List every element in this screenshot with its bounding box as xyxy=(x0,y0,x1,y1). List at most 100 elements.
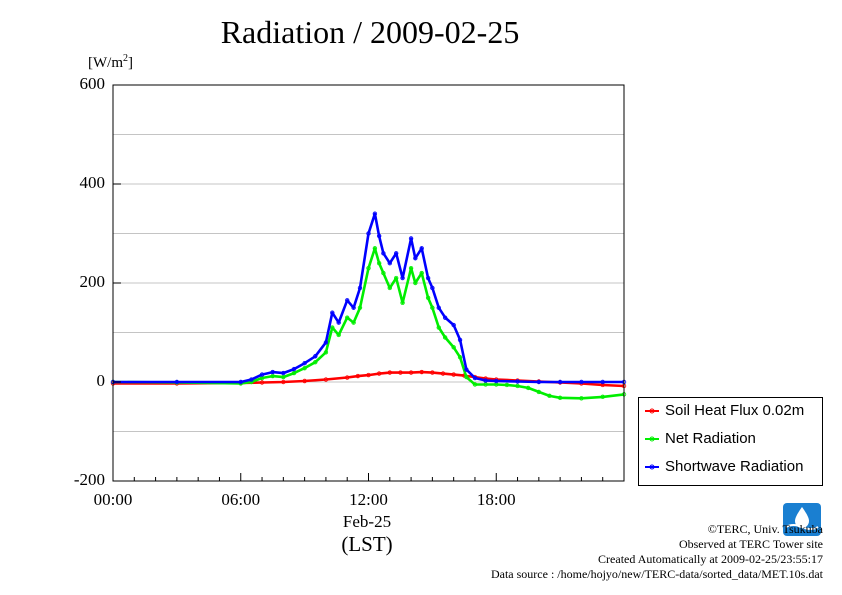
series-point-shortwave-radiation xyxy=(270,369,275,375)
series-point-shortwave-radiation xyxy=(483,378,488,383)
chart-title: Radiation / 2009-02-25 xyxy=(220,14,520,50)
x-tick-label: 12:00 xyxy=(349,490,388,509)
series-point-shortwave-radiation xyxy=(472,375,478,381)
series-point-shortwave-radiation xyxy=(302,360,307,366)
legend-label-shortwave-radiation: Shortwave Radiation xyxy=(665,458,804,475)
series-point-shortwave-radiation xyxy=(400,275,405,281)
series-point-net-radiation xyxy=(557,395,563,401)
series-point-shortwave-radiation xyxy=(494,378,499,384)
series-point-net-radiation xyxy=(442,335,448,340)
series-point-soil-heat-flux-0-02m xyxy=(387,370,392,375)
series-point-shortwave-radiation xyxy=(366,231,371,236)
series-point-net-radiation xyxy=(504,382,510,388)
series-point-net-radiation xyxy=(536,389,542,395)
x-timezone-label: (LST) xyxy=(341,532,393,556)
series-point-shortwave-radiation xyxy=(249,377,254,382)
legend-swatch-blue xyxy=(645,464,659,470)
series-point-shortwave-radiation xyxy=(330,310,335,315)
y-tick-label: 0 xyxy=(96,371,106,390)
series-point-shortwave-radiation xyxy=(425,275,431,281)
series-point-shortwave-radiation xyxy=(387,261,392,266)
series-point-net-radiation xyxy=(436,325,441,330)
series-point-net-radiation xyxy=(323,350,329,355)
series-point-soil-heat-flux-0-02m xyxy=(345,375,350,380)
series-point-net-radiation xyxy=(393,275,399,281)
series-point-net-radiation xyxy=(408,265,414,271)
y-tick-label: -200 xyxy=(73,470,105,489)
x-date-label: Feb-25 xyxy=(342,512,392,531)
legend-swatch-green xyxy=(645,436,659,442)
series-point-shortwave-radiation xyxy=(393,251,399,256)
series-point-net-radiation xyxy=(372,246,378,251)
legend-item-net-radiation: Net Radiation xyxy=(645,430,756,447)
series-point-shortwave-radiation xyxy=(430,285,435,291)
series-point-soil-heat-flux-0-02m xyxy=(302,378,307,384)
x-tick-label: 18:00 xyxy=(476,490,516,509)
series-point-soil-heat-flux-0-02m xyxy=(451,372,456,377)
series-point-shortwave-radiation xyxy=(238,379,243,385)
y-unit-superscript: 2 xyxy=(123,53,128,64)
series-point-net-radiation xyxy=(515,383,520,389)
series-point-shortwave-radiation xyxy=(557,379,563,385)
series-point-shortwave-radiation xyxy=(313,354,318,359)
y-axis-unit: [W/m2] xyxy=(88,53,133,72)
y-tick-label: 400 xyxy=(79,173,106,192)
series-point-shortwave-radiation xyxy=(345,298,350,303)
series-point-soil-heat-flux-0-02m xyxy=(440,371,446,376)
series-point-shortwave-radiation xyxy=(457,337,463,343)
series-point-net-radiation xyxy=(472,382,478,387)
series-point-net-radiation xyxy=(413,280,418,286)
series-point-soil-heat-flux-0-02m xyxy=(376,371,382,376)
series-point-shortwave-radiation xyxy=(323,340,329,345)
series-point-shortwave-radiation xyxy=(579,379,584,385)
y-unit-close: ] xyxy=(128,55,133,71)
series-point-shortwave-radiation xyxy=(451,322,456,328)
terc-logo-icon xyxy=(783,503,821,536)
credits-block: ©TERC, Univ. Tsukuba Observed at TERC To… xyxy=(491,522,823,582)
series-point-shortwave-radiation xyxy=(464,367,469,372)
series-point-net-radiation xyxy=(419,270,424,276)
x-tick-label: 00:00 xyxy=(93,490,133,509)
series-point-shortwave-radiation xyxy=(376,233,382,239)
series-point-net-radiation xyxy=(381,270,386,276)
series-point-net-radiation xyxy=(302,365,307,371)
series-point-net-radiation xyxy=(376,261,382,266)
series-point-shortwave-radiation xyxy=(536,379,542,385)
series-point-net-radiation xyxy=(330,325,335,330)
series-point-shortwave-radiation xyxy=(174,379,180,385)
credit-created: Created Automatically at 2009-02-25/23:5… xyxy=(598,552,823,566)
series-point-soil-heat-flux-0-02m xyxy=(366,372,371,378)
series-line-shortwave-radiation xyxy=(113,212,624,384)
series-point-soil-heat-flux-0-02m xyxy=(430,370,435,375)
series-point-shortwave-radiation xyxy=(281,370,286,376)
series-point-net-radiation xyxy=(525,385,531,391)
tick-marks xyxy=(112,84,625,482)
series-point-shortwave-radiation xyxy=(408,236,414,241)
x-tick-label: 06:00 xyxy=(221,490,261,509)
series-point-net-radiation xyxy=(430,305,435,310)
series-point-net-radiation xyxy=(600,394,605,400)
series-point-net-radiation xyxy=(425,295,431,301)
series-point-soil-heat-flux-0-02m xyxy=(259,380,265,385)
series-point-net-radiation xyxy=(579,396,584,401)
series-point-shortwave-radiation xyxy=(336,320,341,325)
series-point-shortwave-radiation xyxy=(515,379,520,384)
y-tick-label: 600 xyxy=(79,74,106,93)
series-point-shortwave-radiation xyxy=(413,256,418,261)
legend-label-net-radiation: Net Radiation xyxy=(665,430,756,447)
y-tick-label: 200 xyxy=(79,272,106,291)
series-point-net-radiation xyxy=(313,360,318,365)
series-point-shortwave-radiation xyxy=(381,251,386,256)
series-point-net-radiation xyxy=(351,320,356,325)
series-point-soil-heat-flux-0-02m xyxy=(355,373,361,379)
series-point-shortwave-radiation xyxy=(357,285,363,291)
series-point-shortwave-radiation xyxy=(372,211,378,216)
series-line-net-radiation xyxy=(112,247,625,400)
series-point-net-radiation xyxy=(464,374,469,380)
series-point-net-radiation xyxy=(387,285,392,291)
legend-item-shortwave-radiation: Shortwave Radiation xyxy=(645,458,803,475)
series-point-shortwave-radiation xyxy=(351,305,356,310)
series-point-soil-heat-flux-0-02m xyxy=(323,377,329,382)
legend-label-soil-heat-flux: Soil Heat Flux 0.02m xyxy=(665,402,805,419)
